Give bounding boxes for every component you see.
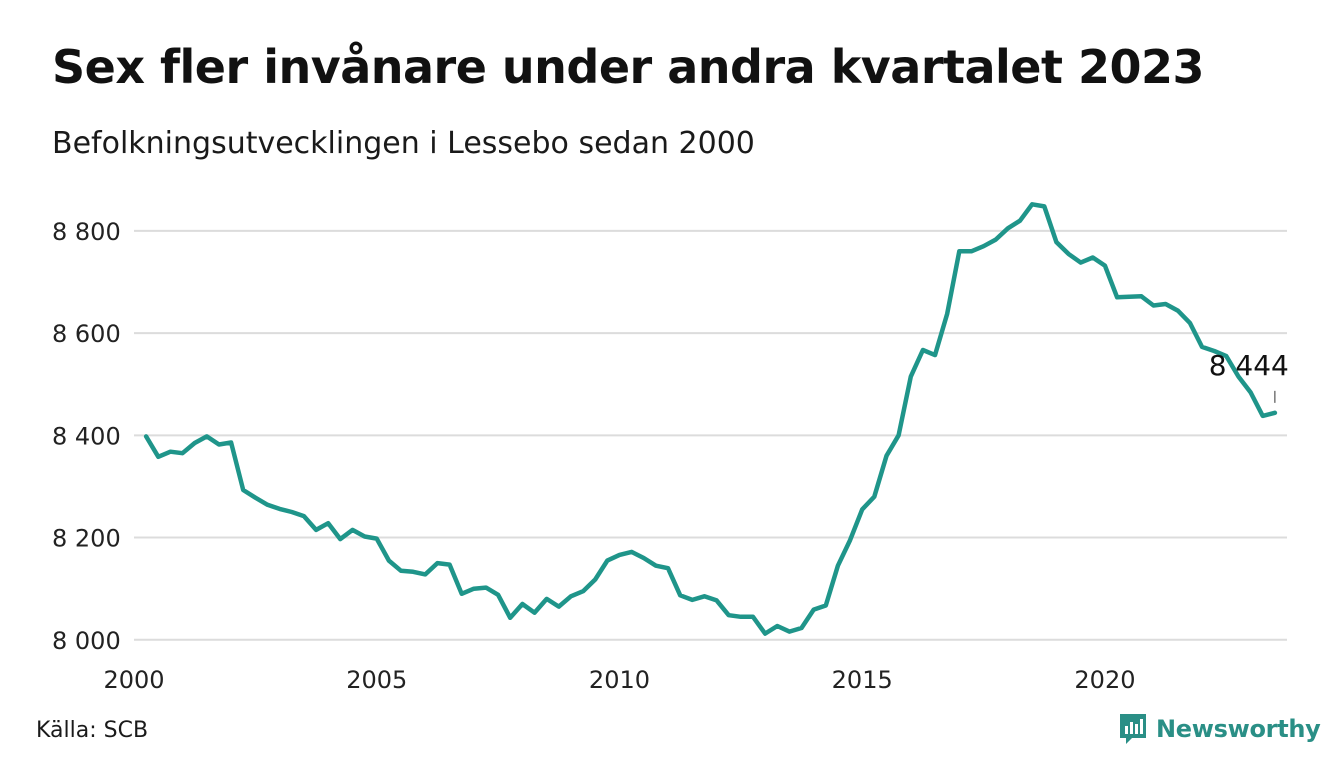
source-note: Källa: SCB	[36, 718, 149, 743]
y-tick-label: 8 600	[52, 320, 121, 348]
y-tick-label: 8 400	[52, 422, 121, 450]
chart-subtitle: Befolkningsutvecklingen i Lessebo sedan …	[52, 126, 755, 161]
chart-title: Sex fler invånare under andra kvartalet …	[52, 40, 1205, 94]
brand-name: Newsworthy	[1156, 715, 1321, 743]
newsworthy-logo-icon	[1120, 714, 1146, 744]
end-value-label: 8 444	[1209, 349, 1289, 382]
x-tick-label: 2015	[832, 666, 893, 694]
x-axis-ticks: 2000 2005 2010 2015 2020	[103, 666, 1135, 694]
y-tick-label: 8 800	[52, 218, 121, 246]
series-line	[143, 202, 1278, 636]
x-tick-label: 2000	[103, 666, 164, 694]
x-tick-label: 2005	[346, 666, 407, 694]
end-annotation: 8 444	[1209, 349, 1289, 403]
brand-logo[interactable]: Newsworthy	[1118, 712, 1321, 746]
x-tick-label: 2010	[589, 666, 650, 694]
series-line-group	[143, 202, 1278, 636]
x-tick-label: 2020	[1074, 666, 1135, 694]
y-tick-label: 8 200	[52, 525, 121, 553]
gridlines	[134, 229, 1287, 641]
y-axis-ticks: 8 000 8 200 8 400 8 600 8 800	[52, 218, 121, 655]
y-tick-label: 8 000	[52, 627, 121, 655]
